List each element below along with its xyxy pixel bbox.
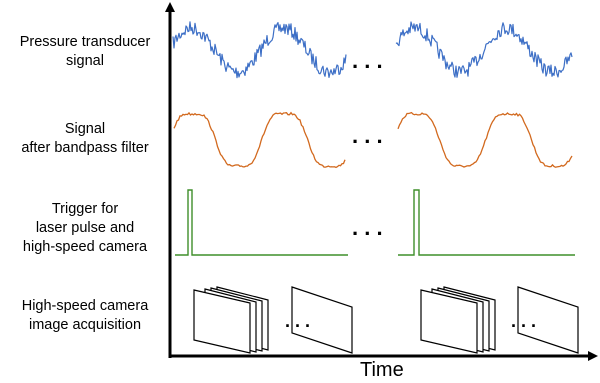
row-label-line: Signal	[64, 121, 106, 137]
row-label-trigger: Trigger for laser pulse and high-speed c…	[0, 200, 170, 257]
row-label-camera-acquisition: High-speed camera image acquisition	[0, 297, 170, 335]
trigger-pulse-trace-2	[398, 189, 575, 256]
ellipsis-trigger: . . .	[352, 215, 383, 240]
row-label-line: signal	[66, 53, 104, 69]
pressure-signal-trace-1	[172, 21, 347, 79]
filtered-signal-trace-2	[397, 111, 573, 168]
camera-frame-last-1	[291, 286, 353, 354]
filtered-signal-trace-1	[173, 111, 346, 169]
row-label-line: Pressure transducer	[19, 34, 151, 50]
x-axis-title: Time	[360, 359, 404, 381]
row-label-line: High-speed camera	[21, 298, 149, 314]
row-label-line: Trigger for	[51, 201, 119, 217]
row-label-line: high-speed camera	[22, 239, 148, 255]
row-label-line: after bandpass filter	[21, 140, 149, 156]
camera-frame	[420, 289, 478, 354]
ellipsis-camera-frames-2: . . .	[511, 311, 536, 331]
y-axis-arrowhead	[165, 2, 175, 12]
pressure-signal-trace-2	[395, 21, 573, 78]
trigger-pulse-trace-1	[175, 189, 348, 256]
camera-frame-stack-1	[193, 286, 269, 354]
row-label-filtered-signal: Signal after bandpass filter	[0, 120, 170, 158]
row-label-line: image acquisition	[28, 317, 142, 333]
ellipsis-filtered-signal: . . .	[352, 123, 383, 148]
row-label-pressure-signal: Pressure transducer signal	[0, 33, 170, 71]
camera-frame	[193, 289, 251, 354]
x-axis-arrowhead	[588, 351, 598, 361]
ellipsis-camera-frames-1: . . .	[285, 311, 310, 331]
row-label-line: laser pulse and	[35, 220, 135, 236]
camera-frame-last-2	[517, 286, 579, 354]
ellipsis-raw-signal: . . .	[352, 48, 383, 73]
camera-frame-stack-2	[420, 286, 496, 354]
